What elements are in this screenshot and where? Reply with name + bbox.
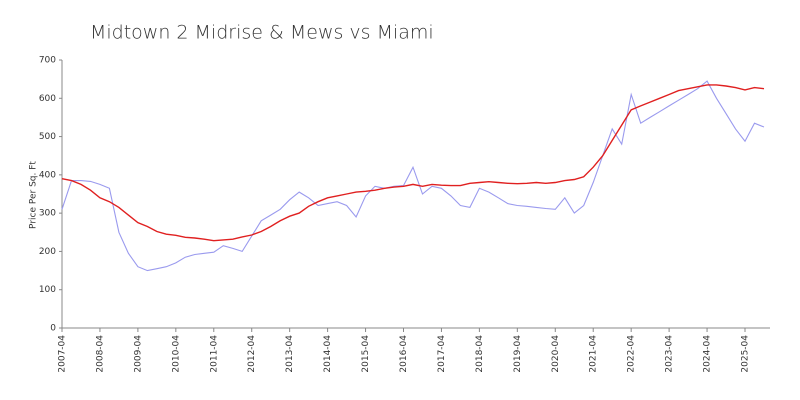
x-tick-label: 2015-04: [361, 335, 371, 373]
x-tick-label: 2016-04: [399, 335, 409, 373]
y-tick-label: 400: [39, 170, 56, 180]
x-tick-label: 2021-04: [589, 335, 599, 373]
x-tick-label: 2007-04: [58, 335, 68, 373]
x-tick-label: 2018-04: [475, 335, 485, 373]
x-tick-label: 2010-04: [171, 335, 181, 373]
series-line: [61, 80, 765, 272]
x-tick-label: 2012-04: [247, 335, 257, 373]
y-tick-label: 700: [39, 56, 56, 66]
x-tick-label: 2025-04: [741, 335, 751, 373]
x-tick-label: 2009-04: [133, 335, 143, 373]
y-axis-label: Price Per Sq. Ft: [29, 161, 39, 229]
x-tick-label: 2023-04: [665, 335, 675, 373]
chart-title: Midtown 2 Midrise & Mews vs Miami: [90, 22, 434, 44]
x-tick-label: 2011-04: [209, 335, 219, 373]
x-tick-label: 2024-04: [703, 335, 713, 373]
x-tick-label: 2014-04: [323, 335, 333, 373]
series-line: [61, 84, 765, 242]
y-tick-label: 300: [39, 209, 56, 219]
y-tick-label: 0: [50, 324, 56, 334]
x-tick-label: 2017-04: [437, 335, 447, 373]
x-tick-label: 2013-04: [285, 335, 295, 373]
x-tick-label: 2019-04: [513, 335, 523, 373]
x-tick-label: 2008-04: [95, 335, 105, 373]
y-tick-label: 500: [39, 132, 56, 142]
y-tick-label: 100: [39, 285, 56, 295]
x-tick-label: 2022-04: [627, 335, 637, 373]
y-tick-label: 600: [39, 94, 56, 104]
y-tick-label: 200: [39, 247, 56, 257]
x-tick-label: 2020-04: [551, 335, 561, 373]
